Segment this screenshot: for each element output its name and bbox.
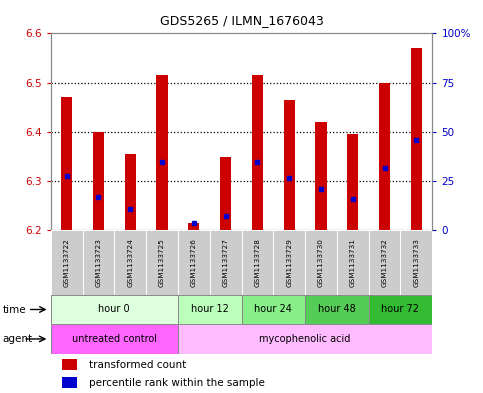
Bar: [284, 100, 295, 230]
Text: GSM1133726: GSM1133726: [191, 238, 197, 287]
Bar: [252, 75, 263, 230]
Bar: [411, 48, 422, 230]
Text: GSM1133722: GSM1133722: [64, 238, 70, 287]
Bar: [337, 230, 369, 295]
Text: percentile rank within the sample: percentile rank within the sample: [89, 378, 265, 388]
Bar: [51, 324, 178, 354]
Bar: [369, 295, 432, 324]
Bar: [156, 75, 168, 230]
Bar: [61, 97, 72, 230]
Text: agent: agent: [2, 334, 32, 344]
Text: GSM1133728: GSM1133728: [255, 238, 260, 287]
Bar: [305, 230, 337, 295]
Bar: [315, 122, 327, 230]
Text: transformed count: transformed count: [89, 360, 186, 370]
Text: GSM1133729: GSM1133729: [286, 238, 292, 287]
Bar: [178, 295, 242, 324]
Text: GDS5265 / ILMN_1676043: GDS5265 / ILMN_1676043: [159, 14, 324, 27]
Bar: [93, 132, 104, 230]
Bar: [188, 222, 199, 230]
Text: hour 12: hour 12: [191, 305, 228, 314]
Text: GSM1133724: GSM1133724: [127, 238, 133, 287]
Text: GSM1133725: GSM1133725: [159, 238, 165, 287]
Bar: [379, 83, 390, 230]
Bar: [242, 295, 305, 324]
Text: GSM1133732: GSM1133732: [382, 238, 387, 287]
Bar: [51, 230, 83, 295]
Bar: [400, 230, 432, 295]
Text: GSM1133727: GSM1133727: [223, 238, 228, 287]
Bar: [242, 230, 273, 295]
Bar: [210, 230, 242, 295]
Bar: [178, 324, 432, 354]
Text: hour 0: hour 0: [99, 305, 130, 314]
Bar: [347, 134, 358, 230]
Bar: [125, 154, 136, 230]
Bar: [178, 230, 210, 295]
Text: GSM1133723: GSM1133723: [96, 238, 101, 287]
Text: hour 24: hour 24: [255, 305, 292, 314]
Text: time: time: [2, 305, 26, 315]
Bar: [146, 230, 178, 295]
Text: mycophenolic acid: mycophenolic acid: [259, 334, 351, 344]
Bar: [305, 295, 369, 324]
Text: hour 48: hour 48: [318, 305, 356, 314]
Bar: [220, 157, 231, 230]
Bar: [369, 230, 400, 295]
Text: untreated control: untreated control: [72, 334, 157, 344]
Bar: [273, 230, 305, 295]
Text: GSM1133730: GSM1133730: [318, 238, 324, 287]
Text: GSM1133733: GSM1133733: [413, 238, 419, 287]
Bar: [83, 230, 114, 295]
Bar: [62, 359, 77, 370]
Bar: [51, 295, 178, 324]
Bar: [114, 230, 146, 295]
Bar: [62, 377, 77, 388]
Text: hour 72: hour 72: [382, 305, 420, 314]
Text: GSM1133731: GSM1133731: [350, 238, 356, 287]
